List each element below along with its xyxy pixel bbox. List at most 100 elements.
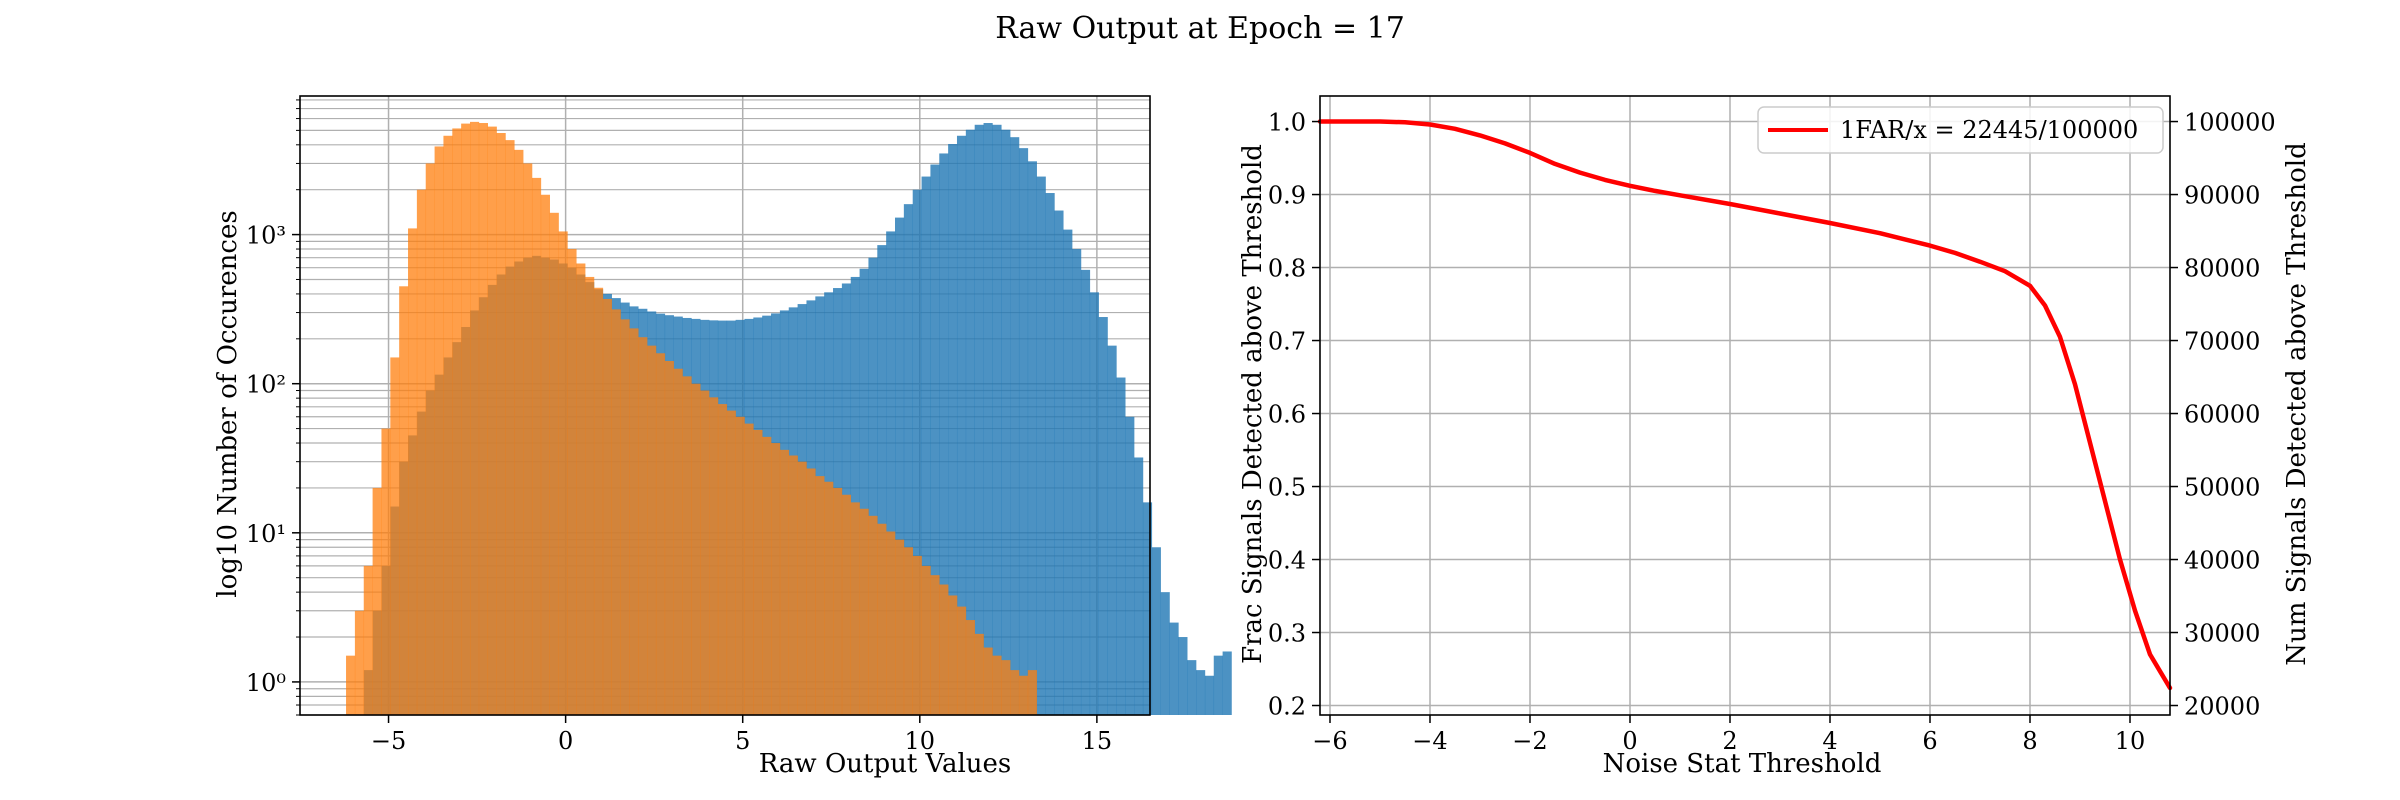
noise-histogram-bar	[717, 404, 728, 715]
noise-histogram-bar	[877, 523, 887, 715]
signal-histogram-bar	[1222, 651, 1232, 715]
noise-histogram-bar	[585, 276, 595, 715]
curve-y2-tick-label: 40000	[2184, 547, 2260, 575]
histogram-axes: −5 0 5 10 15 10⁰ 10¹ 10² 10³	[246, 95, 1151, 755]
noise-histogram-bar	[956, 606, 967, 715]
noise-histogram-bar	[514, 149, 524, 716]
curve-x-tick-label: 6	[1922, 727, 1937, 755]
noise-histogram-bar	[983, 647, 993, 715]
noise-histogram-bar	[558, 231, 568, 715]
curve-y2-axis-label: Num Signals Detected above Threshold	[2282, 142, 2312, 665]
curve-x-tick-label: 4	[1822, 727, 1837, 755]
signal-histogram-bar	[1160, 592, 1170, 715]
noise-histogram-bar	[638, 337, 648, 715]
noise-histogram-bar	[399, 286, 409, 715]
curve-y2-tick-label: 50000	[2184, 474, 2260, 502]
histogram-axes-frame	[299, 95, 1151, 716]
noise-histogram-bar	[567, 249, 577, 715]
signal-histogram-bar	[1054, 210, 1064, 715]
curve-y2-tick-label: 20000	[2184, 693, 2260, 721]
curve-x-tick-label: 10	[2115, 727, 2146, 755]
noise-histogram-bar	[655, 353, 666, 715]
noise-histogram-bar	[850, 502, 860, 715]
signal-histogram-bar	[921, 176, 931, 715]
signal-histogram-bar	[850, 276, 860, 715]
signal-histogram-bar	[1107, 345, 1117, 715]
noise-histogram-bar	[629, 328, 639, 715]
signal-histogram-bar	[930, 164, 940, 715]
curve-y2-tick-label: 100000	[2184, 109, 2276, 137]
curve-y-tick-label: 1.0	[1268, 109, 1306, 137]
curve-axes: −6 −4 −2 0 2 4 6 8 10 0.2 0.3 0.4 0.5 0.6 0.7 0.8 0.9 1.0…	[1268, 95, 2276, 755]
legend: 1FAR/x = 22445/100000	[1757, 106, 2164, 154]
histogram-y-tick-label: 10³	[246, 222, 286, 250]
signal-histogram-bar	[886, 231, 896, 715]
histogram-y-tick-label: 10⁰	[246, 669, 286, 697]
noise-histogram-bar	[779, 449, 790, 715]
noise-histogram-bar	[903, 547, 914, 715]
noise-histogram-bar	[992, 655, 1002, 715]
noise-histogram-bar	[346, 655, 356, 715]
signal-histogram-bar	[1001, 129, 1011, 715]
signal-histogram-bar	[1027, 161, 1037, 715]
noise-histogram-bar	[390, 357, 400, 715]
noise-histogram-bar	[354, 610, 365, 715]
curve-y-tick-label: 0.6	[1268, 401, 1306, 429]
curve-x-tick-label: 0	[1622, 727, 1637, 755]
signal-histogram-bar	[974, 124, 984, 715]
noise-histogram-bar	[487, 126, 497, 715]
curve-x-tick-label: −6	[1312, 727, 1347, 755]
noise-histogram-bar	[602, 298, 612, 715]
noise-histogram-bar	[912, 555, 922, 715]
legend-box	[1757, 106, 2164, 154]
noise-histogram-bar	[859, 508, 869, 715]
noise-histogram-bar	[788, 455, 798, 715]
noise-histogram-bar	[797, 461, 807, 715]
signal-histogram-bar	[1125, 416, 1135, 715]
noise-histogram-bar	[505, 140, 515, 715]
noise-histogram-bar	[478, 123, 489, 715]
curve-y2-tick-label: 30000	[2184, 620, 2260, 648]
noise-histogram-bar	[930, 575, 940, 715]
histogram-x-axis-label: Raw Output Values	[759, 749, 1011, 779]
noise-histogram-bar	[452, 128, 462, 716]
figure-title: Raw Output at Epoch = 17	[995, 11, 1405, 46]
signal-histogram-bar	[1080, 269, 1091, 715]
signal-histogram-bar	[912, 189, 922, 715]
noise-histogram-bar	[531, 177, 542, 715]
histogram-noise-series	[346, 121, 1037, 716]
signal-histogram-bar	[1010, 137, 1020, 716]
noise-histogram-bar	[939, 584, 949, 715]
signal-histogram-bar	[1116, 377, 1126, 715]
signal-histogram-bar	[983, 123, 993, 715]
signal-histogram-bar	[1036, 176, 1046, 715]
curve-y-tick-label: 0.3	[1268, 620, 1306, 648]
histogram-y-axis-label: log10 Number of Occurences	[213, 210, 243, 597]
signal-histogram-bar	[903, 204, 914, 716]
legend-label: 1FAR/x = 22445/100000	[1840, 116, 2138, 144]
curve-y-tick-label: 0.5	[1268, 474, 1306, 502]
curve-x-tick-label: 8	[2022, 727, 2037, 755]
noise-histogram-bar	[372, 487, 382, 715]
noise-histogram-bar	[965, 620, 975, 715]
curve-y2-tick-label: 60000	[2184, 401, 2260, 429]
signal-histogram-bar	[939, 153, 949, 715]
noise-histogram-bar	[833, 487, 843, 715]
signal-histogram-bar	[1151, 547, 1161, 715]
signal-histogram-bar	[1187, 660, 1197, 715]
curve-y-axis-label: Frac Signals Detected above Threshold	[1238, 144, 1268, 664]
curve-series	[1317, 119, 2173, 691]
signal-histogram-bar	[1018, 148, 1029, 715]
histogram-x-tick-label: 15	[1082, 727, 1113, 755]
noise-histogram-bar	[576, 263, 586, 715]
noise-histogram-bar	[895, 539, 905, 715]
noise-histogram-bar	[815, 476, 825, 715]
noise-histogram-bar	[620, 319, 630, 715]
curve-y-tick-label: 0.7	[1268, 328, 1306, 356]
signal-histogram-bar	[1098, 317, 1108, 715]
noise-histogram-bar	[744, 423, 754, 715]
noise-histogram-bar	[735, 416, 745, 715]
noise-histogram-bar	[408, 228, 418, 715]
signal-histogram-bar	[1204, 675, 1215, 715]
noise-histogram-bar	[868, 515, 878, 715]
